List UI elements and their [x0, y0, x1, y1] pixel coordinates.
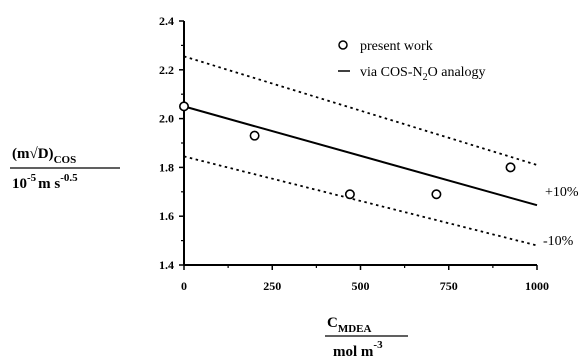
legend-label-present-work: present work: [360, 39, 433, 54]
series-lines: [183, 55, 538, 247]
band-label-minus: -10%: [543, 234, 574, 249]
legend-analogy-b: O analogy: [428, 65, 486, 80]
y-label-den-b-sup: -0.5: [60, 172, 78, 184]
y-tick-label: 2.0: [159, 112, 174, 126]
lower-band-line: [183, 155, 538, 247]
x-axis-label: CMDEA mol m-3: [325, 315, 408, 359]
x-label-den-sup: -3: [373, 339, 383, 351]
data-point: [179, 101, 190, 112]
y-label-den-a: 10: [12, 176, 27, 192]
data-point: [505, 162, 516, 173]
analogy-line: [183, 105, 538, 207]
legend: present work via COS-N2O analogy: [338, 39, 486, 83]
y-label-sub: COS: [54, 154, 77, 166]
y-tick-label: 1.8: [159, 160, 174, 174]
x-ticks: 0 250 500 750 1000: [181, 265, 549, 293]
data-point: [249, 130, 260, 141]
y-label-den-a-sup: -5: [27, 172, 37, 184]
y-tick-label: 1.4: [159, 258, 174, 272]
x-label-sub: MDEA: [338, 323, 372, 335]
x-tick-label: 750: [440, 279, 458, 293]
x-label-den-main: mol m: [333, 344, 374, 359]
legend-analogy-sub: 2: [423, 72, 428, 83]
y-tick-label: 2.2: [159, 63, 174, 77]
y-label-den-b: m s: [38, 176, 60, 192]
x-label-main: C: [327, 315, 338, 331]
x-tick-label: 250: [263, 279, 281, 293]
x-label-denominator: mol m-3: [333, 339, 383, 359]
y-axis-label: (m√D)COS 10-5 m s-0.5: [10, 146, 120, 192]
data-point: [431, 189, 442, 200]
upper-band-line: [183, 55, 538, 166]
legend-marker-present-work: [338, 40, 348, 50]
x-tick-label: 0: [181, 279, 187, 293]
y-ticks: 1.4 1.6 1.8 2.0 2.2 2.4: [159, 14, 184, 272]
y-label-denominator: 10-5 m s-0.5: [12, 172, 78, 192]
y-tick-label: 2.4: [159, 14, 174, 28]
legend-label-analogy: via COS-N2O analogy: [360, 65, 486, 83]
x-label-numerator: CMDEA: [327, 315, 372, 335]
data-point: [344, 189, 355, 200]
y-label-main: (m√D): [12, 146, 54, 162]
y-label-numerator: (m√D)COS: [12, 146, 76, 166]
y-tick-label: 1.6: [159, 209, 174, 223]
band-label-plus: +10%: [545, 185, 579, 200]
series-markers: [179, 101, 516, 200]
x-tick-label: 1000: [525, 279, 549, 293]
legend-analogy-a: via COS-N: [360, 65, 423, 80]
x-tick-label: 500: [352, 279, 370, 293]
